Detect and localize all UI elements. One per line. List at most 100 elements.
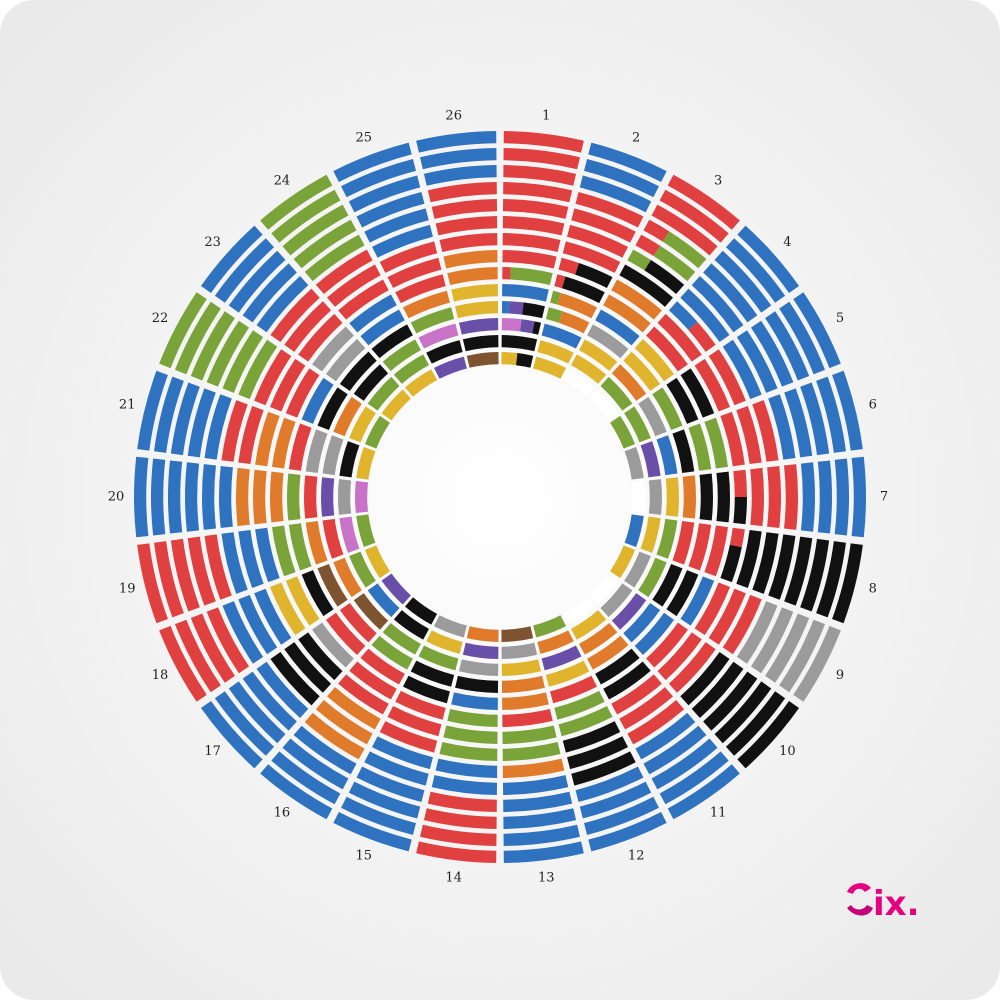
ring-segment <box>656 518 678 559</box>
sector-19 <box>137 514 376 624</box>
ring-segment <box>550 675 598 704</box>
ring-segment <box>317 387 348 431</box>
ring-segment <box>736 529 762 589</box>
ring-segment <box>402 675 450 704</box>
ring-segment <box>356 191 425 228</box>
ring-segment <box>554 274 566 289</box>
ring-segment <box>322 518 344 559</box>
ring-segment <box>236 467 250 527</box>
ring-segment <box>427 791 497 812</box>
ring-segment <box>635 712 696 760</box>
ring-segment <box>353 364 389 401</box>
ring-segment <box>575 191 644 228</box>
ring-segment <box>634 339 675 382</box>
ring-segment <box>611 674 662 715</box>
ring-segment <box>269 358 306 412</box>
ring-segment <box>285 576 320 626</box>
ring-segment <box>339 516 360 553</box>
ring-segment <box>333 557 362 598</box>
ring-segment <box>360 309 405 346</box>
ring-segment <box>256 661 309 718</box>
ring-segment <box>502 216 565 236</box>
ring-segment <box>567 224 628 258</box>
ring-segment <box>667 764 740 820</box>
ring-segment <box>372 224 433 258</box>
ring-segment <box>206 607 250 674</box>
sector-label: 20 <box>108 490 125 505</box>
sector-label: 14 <box>445 871 462 886</box>
ring-segment <box>558 311 590 334</box>
ring-segment <box>462 335 499 352</box>
ring-segment <box>190 613 235 683</box>
ring-segment <box>750 467 764 527</box>
ring-segment <box>722 594 762 655</box>
ring-segment <box>381 389 411 421</box>
ring-segment <box>502 199 569 219</box>
ring-segment <box>666 377 699 424</box>
ring-segment <box>455 301 499 319</box>
ring-segment <box>333 396 362 437</box>
ring-segment <box>431 775 498 795</box>
sector-17 <box>200 573 411 769</box>
ring-segment <box>657 313 702 362</box>
ring-segment <box>242 671 297 731</box>
ring-segment <box>737 225 800 293</box>
ring-segment <box>800 462 815 532</box>
ring-segment <box>435 216 498 236</box>
ring-segment <box>691 661 744 718</box>
ring-segment <box>137 370 168 451</box>
sector-25 <box>333 142 467 379</box>
ring-segment <box>688 523 712 571</box>
sector-label: 23 <box>204 235 221 250</box>
sector-label: 5 <box>836 311 844 326</box>
ring-segment <box>285 368 320 418</box>
ring-segment <box>502 233 561 252</box>
ring-segment <box>304 234 365 282</box>
ring-segment <box>571 208 636 243</box>
sector-label: 6 <box>869 398 877 413</box>
ring-segment <box>520 319 535 334</box>
ring-segment <box>502 758 565 778</box>
ring-segment <box>271 189 341 243</box>
sector-23 <box>200 225 411 421</box>
ring-segment <box>767 466 781 528</box>
ring-segment <box>304 712 365 760</box>
ring-segment <box>716 471 730 523</box>
ring-segment <box>325 612 366 655</box>
ring-segment <box>238 594 278 655</box>
ring-segment <box>254 588 292 645</box>
sector-label: 3 <box>714 174 722 189</box>
ring-segment <box>270 288 320 343</box>
ring-segment <box>427 182 497 203</box>
ring-segment <box>541 323 582 349</box>
sector-18 <box>159 545 390 702</box>
ring-segment <box>420 148 497 170</box>
ring-segment <box>443 725 498 744</box>
ring-segment <box>562 241 621 273</box>
ring-segment <box>260 764 333 820</box>
ring-segment <box>288 423 312 471</box>
ring-segment <box>447 708 498 727</box>
ring-segment <box>595 309 640 346</box>
ring-segment <box>537 340 574 364</box>
ring-segment <box>595 648 640 685</box>
ring-segment <box>714 250 772 313</box>
ring-segment <box>562 597 596 625</box>
ring-segment <box>315 249 373 294</box>
ring-segment <box>648 479 662 515</box>
ring-segment <box>570 610 607 640</box>
ring-segment <box>635 234 661 257</box>
ring-segment <box>752 532 779 594</box>
ring-segment <box>646 326 688 372</box>
ring-segment <box>611 593 647 630</box>
ring-segment <box>364 415 390 449</box>
sector-7 <box>631 456 866 538</box>
ring-segment <box>420 824 497 846</box>
ring-segment <box>447 267 498 286</box>
ring-segment <box>502 708 553 727</box>
ring-segment <box>348 781 421 819</box>
ring-segment <box>134 456 149 538</box>
ring-segment <box>501 352 518 366</box>
ring-segment <box>736 405 762 465</box>
